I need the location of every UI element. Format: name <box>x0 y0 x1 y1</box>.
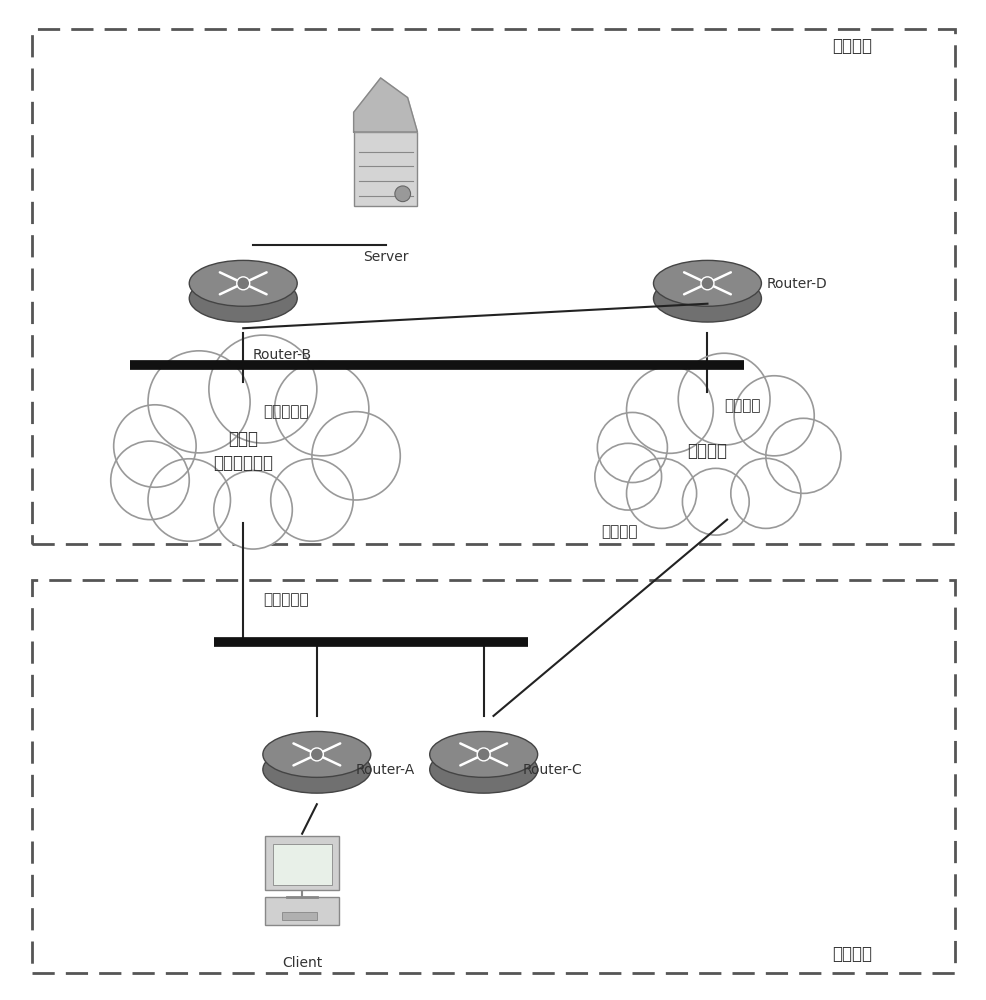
Circle shape <box>110 441 189 520</box>
Ellipse shape <box>653 275 760 322</box>
Text: Server: Server <box>363 250 408 264</box>
Ellipse shape <box>429 731 537 777</box>
Text: Router-B: Router-B <box>252 348 312 362</box>
Text: 主线路
（广播链路）: 主线路 （广播链路） <box>213 430 273 472</box>
Circle shape <box>394 186 410 202</box>
Ellipse shape <box>189 275 297 322</box>
Circle shape <box>765 418 840 493</box>
Circle shape <box>734 376 813 456</box>
Ellipse shape <box>189 260 297 306</box>
Circle shape <box>209 335 317 443</box>
Circle shape <box>681 468 748 535</box>
Circle shape <box>597 412 667 483</box>
Circle shape <box>626 367 713 453</box>
Text: 备份线路: 备份线路 <box>600 524 637 539</box>
Text: Router-D: Router-D <box>765 277 826 291</box>
FancyBboxPatch shape <box>282 912 317 920</box>
Ellipse shape <box>653 260 760 306</box>
Ellipse shape <box>429 746 537 793</box>
Circle shape <box>237 277 249 290</box>
Ellipse shape <box>262 731 371 777</box>
Circle shape <box>148 351 249 453</box>
Text: 总部机构: 总部机构 <box>831 37 872 55</box>
Circle shape <box>310 748 323 761</box>
FancyBboxPatch shape <box>272 844 331 885</box>
Text: 以太网接入: 以太网接入 <box>262 593 309 608</box>
Circle shape <box>730 458 800 528</box>
Circle shape <box>476 748 490 761</box>
FancyBboxPatch shape <box>265 897 338 925</box>
Text: 分支机构: 分支机构 <box>831 945 872 963</box>
Text: Router-C: Router-C <box>523 763 582 777</box>
Circle shape <box>214 471 292 549</box>
FancyBboxPatch shape <box>265 836 338 890</box>
Circle shape <box>626 458 696 528</box>
Circle shape <box>677 353 769 445</box>
Circle shape <box>270 459 353 541</box>
Circle shape <box>700 277 713 290</box>
Circle shape <box>312 412 400 500</box>
Text: 备份线路: 备份线路 <box>687 442 727 460</box>
Circle shape <box>595 443 661 510</box>
Text: 备份线路: 备份线路 <box>724 398 760 413</box>
Circle shape <box>148 459 231 541</box>
Ellipse shape <box>262 746 371 793</box>
Text: 以太网接入: 以太网接入 <box>262 404 309 419</box>
FancyBboxPatch shape <box>353 132 417 206</box>
Circle shape <box>274 362 369 456</box>
Text: Client: Client <box>282 956 321 970</box>
Text: Router-A: Router-A <box>356 763 415 777</box>
Circle shape <box>113 405 196 487</box>
Polygon shape <box>353 78 417 132</box>
